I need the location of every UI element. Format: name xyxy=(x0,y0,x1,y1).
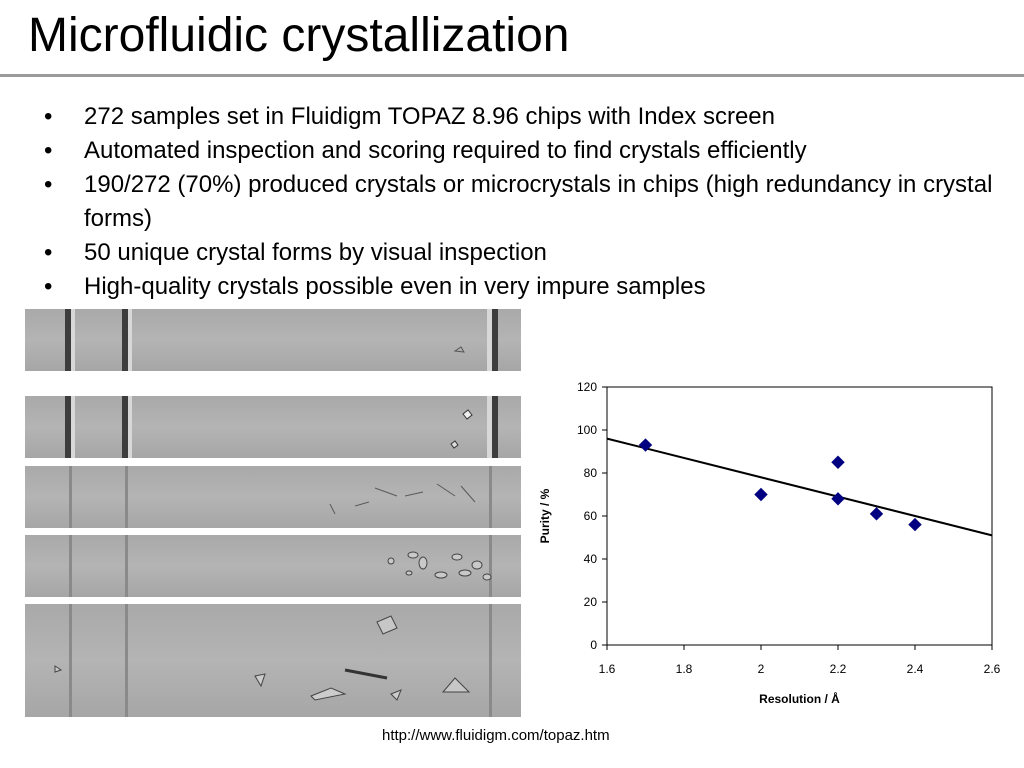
micrograph-image xyxy=(54,604,492,717)
y-tick-label: 20 xyxy=(584,595,598,609)
data-point xyxy=(754,487,768,502)
trendline xyxy=(606,437,993,537)
y-tick-label: 40 xyxy=(584,552,598,566)
bullet-item: 190/272 (70%) produced crystals or micro… xyxy=(40,168,1000,236)
x-tick-label: 2.2 xyxy=(830,662,847,676)
micrograph-image xyxy=(69,466,492,528)
chart-svg: 0 20 40 60 80 100 120 1.6 1.8 2 2.2 2.4 2.6 Resolutio… xyxy=(538,380,1001,706)
micrograph-strip xyxy=(25,396,521,458)
y-tick-label: 120 xyxy=(577,380,597,394)
x-tick-label: 1.6 xyxy=(599,662,616,676)
x-tick-label: 2.4 xyxy=(907,662,924,676)
slide-title: Microfluidic crystallization xyxy=(28,9,570,62)
micrograph-image xyxy=(65,309,498,371)
bullet-item: High-quality crystals possible even in v… xyxy=(40,270,1000,304)
x-axis-label: Resolution / Å xyxy=(759,691,840,706)
y-tick-label: 0 xyxy=(590,638,597,652)
x-tick-label: 2 xyxy=(758,662,765,676)
data-point xyxy=(638,438,653,452)
micrograph-strip xyxy=(25,604,521,717)
data-point xyxy=(908,517,922,532)
purity-resolution-chart: 0 20 40 60 80 100 120 1.6 1.8 2 2.2 2.4 2.6 Resolutio… xyxy=(530,372,1020,712)
micrograph-strip xyxy=(25,466,521,528)
data-point xyxy=(831,492,845,506)
micrograph-strip xyxy=(25,309,521,371)
x-tick-label: 2.6 xyxy=(984,662,1001,676)
micrograph-image xyxy=(65,396,498,458)
data-point xyxy=(831,455,845,469)
plot-area xyxy=(606,386,993,646)
bullet-list: 272 samples set in Fluidigm TOPAZ 8.96 c… xyxy=(40,100,1000,304)
y-axis-label: Purity / % xyxy=(538,488,552,543)
y-tick-label: 100 xyxy=(577,423,597,437)
title-divider xyxy=(0,74,1024,77)
micrograph-image xyxy=(69,535,492,597)
x-tick-label: 1.8 xyxy=(676,662,693,676)
y-tick-label: 60 xyxy=(584,509,598,523)
bullet-item: Automated inspection and scoring require… xyxy=(40,134,1000,168)
bullet-item: 272 samples set in Fluidigm TOPAZ 8.96 c… xyxy=(40,100,1000,134)
micrograph-strip xyxy=(25,535,521,597)
data-point xyxy=(869,507,884,521)
source-url[interactable]: http://www.fluidigm.com/topaz.htm xyxy=(382,727,610,744)
bullet-item: 50 unique crystal forms by visual inspec… xyxy=(40,236,1000,270)
y-tick-label: 80 xyxy=(584,466,598,480)
